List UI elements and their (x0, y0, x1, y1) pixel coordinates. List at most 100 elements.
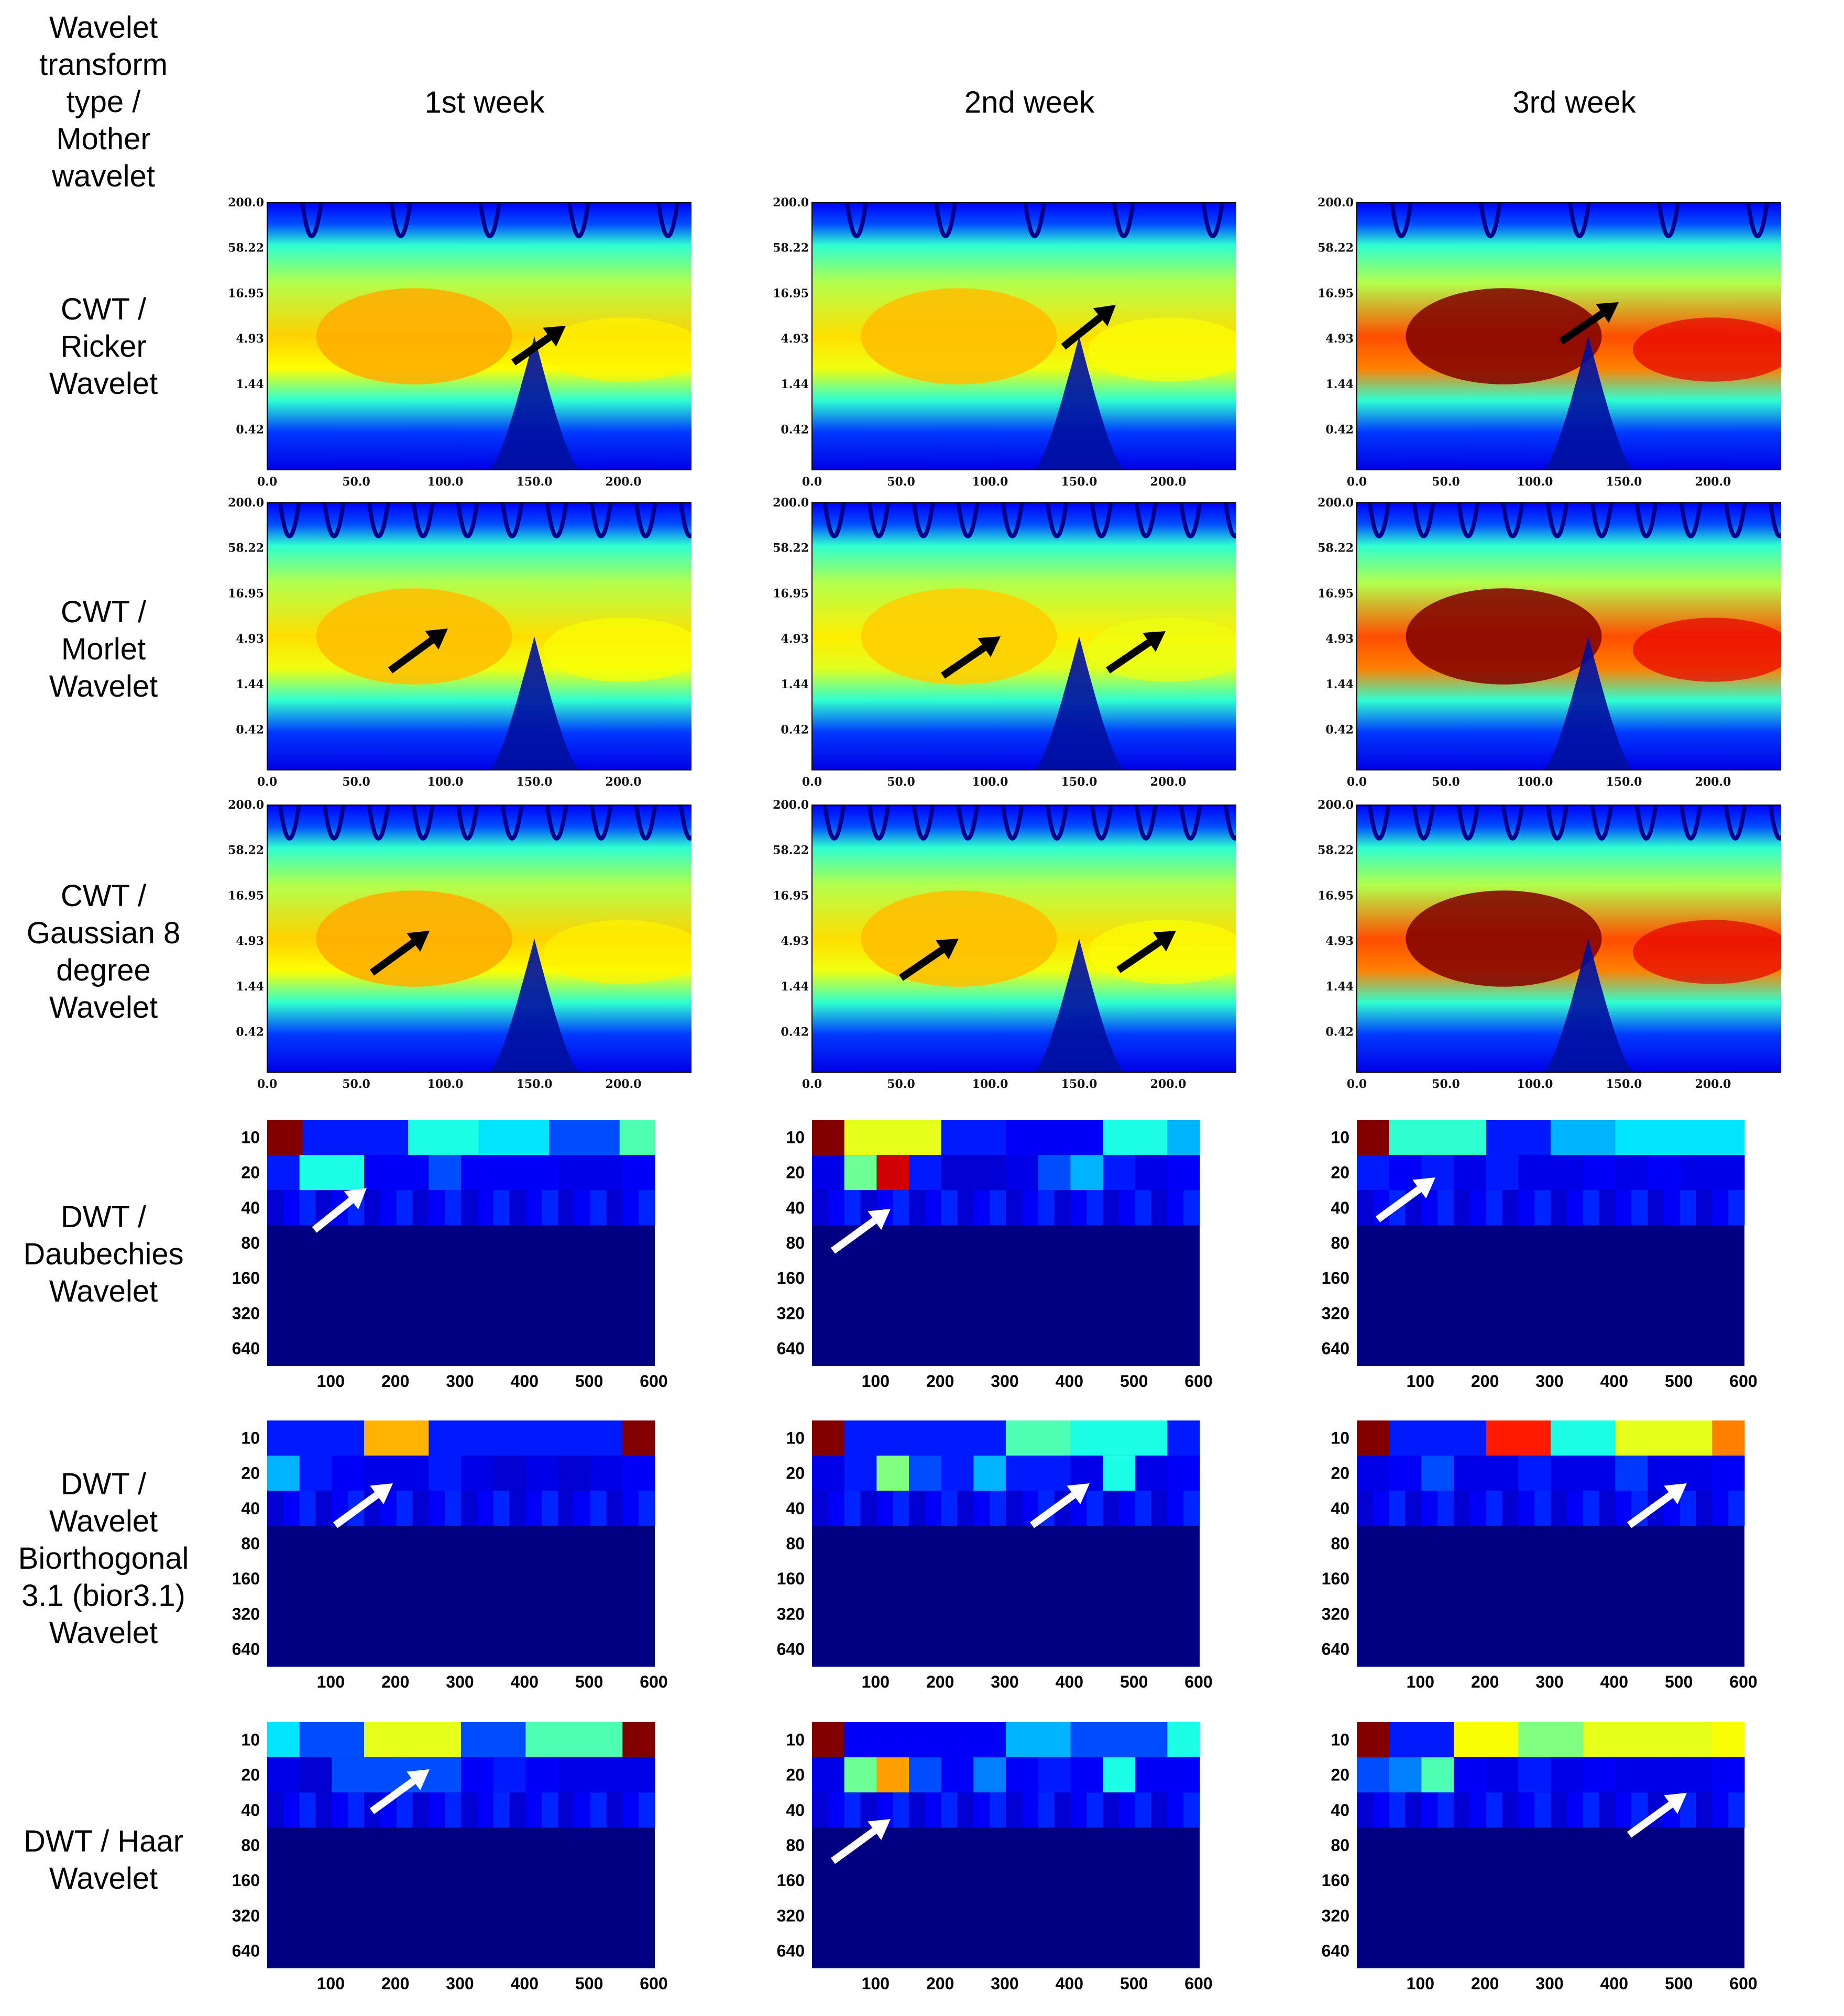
y-tick-label: 200.0 (773, 497, 809, 510)
row-label-line: CWT / (60, 292, 147, 326)
x-tick-label: 400 (1056, 1672, 1083, 1691)
coefficient-cell (315, 1792, 332, 1828)
y-tick-label: 10 (241, 1128, 260, 1147)
ridge-line (1412, 502, 1435, 538)
y-tick-label: 80 (241, 1836, 260, 1855)
coefficient-cell (1103, 1155, 1136, 1191)
coefficient-cell (1454, 1792, 1470, 1828)
x-tick-label: 50.0 (1432, 475, 1460, 489)
coefficient-cell (1680, 1757, 1713, 1793)
x-tick-label: 50.0 (1432, 1077, 1460, 1091)
ridge-line (1657, 202, 1680, 238)
coefficient-cell (1421, 1491, 1438, 1526)
y-tick-label: 1.44 (236, 678, 264, 691)
coefficient-cell (1038, 1190, 1055, 1226)
coefficient-cell (1070, 1420, 1103, 1456)
coefficient-cell (1583, 1722, 1616, 1758)
coefficient-cell (1389, 1456, 1422, 1491)
x-tick-label: 50.0 (887, 775, 915, 789)
x-tick-label: 500 (1120, 1974, 1148, 1993)
coefficient-cell (1712, 1757, 1745, 1793)
coefficient-cell (429, 1491, 445, 1526)
row-label-line: degree (56, 953, 151, 987)
coefficient-cell (1022, 1792, 1039, 1828)
row-label-line: Wavelet (49, 1616, 158, 1650)
y-tick-label: 80 (1331, 1836, 1349, 1855)
dwt-bior31-week3-plot: 10 20 40 80 160 320 640 100 200 300 400 500 600 (1322, 1420, 1758, 1691)
coefficient-cell (1454, 1722, 1487, 1758)
x-tick-label: 100.0 (1517, 775, 1553, 789)
coefficient-cell (364, 1722, 397, 1758)
coefficient-cell (1135, 1120, 1168, 1155)
coefficient-cell (1151, 1792, 1168, 1828)
x-tick-label: 500 (575, 1372, 603, 1391)
x-tick-label: 500 (575, 1974, 603, 1993)
ridge-line (1501, 805, 1524, 841)
coefficient-cell (574, 1190, 591, 1226)
coefficient-cell (1486, 1190, 1502, 1226)
coefficient-cell (1183, 1792, 1200, 1828)
coefficient-cell (925, 1190, 942, 1226)
coefficient-cell (408, 1120, 444, 1155)
coefficient-cell (1135, 1420, 1168, 1456)
annotation-arrow (899, 939, 959, 981)
coefficient-cell (429, 1722, 462, 1758)
plot-frame (1356, 805, 1781, 1073)
row-label-line: CWT / (60, 879, 147, 913)
coefficient-cell (1135, 1757, 1168, 1793)
coefficient-cell (283, 1792, 300, 1828)
ridge-line (367, 502, 390, 538)
coefficient-cell (429, 1155, 462, 1191)
x-tick-label: 200 (381, 1672, 409, 1691)
coefficient-cell (1405, 1491, 1422, 1526)
plot-frame (267, 805, 691, 1073)
coefficient-cell (844, 1757, 877, 1793)
y-tick-label: 640 (1322, 1941, 1349, 1960)
coefficient-cell (1599, 1792, 1616, 1828)
annotation-arrow (369, 931, 430, 976)
coefficient-cell (1583, 1155, 1616, 1191)
coefficient-cell (1086, 1792, 1103, 1828)
dwt-bior31-week2-plot: 10 20 40 80 160 320 640 100 200 300 400 500 600 (777, 1420, 1213, 1691)
y-tick-label: 1.44 (781, 980, 809, 994)
y-tick-label: 160 (1322, 1871, 1349, 1890)
ridge-line (1045, 805, 1069, 841)
x-tick-label: 400 (1056, 1372, 1083, 1391)
x-tick-label: 150.0 (1606, 475, 1642, 489)
coefficient-cell (1518, 1456, 1551, 1491)
coefficient-cell (590, 1722, 623, 1758)
ridge-line (1090, 502, 1113, 538)
x-tick-label: 300 (446, 1974, 474, 1993)
ridge-line (822, 805, 846, 841)
coefficient-cell (973, 1155, 1006, 1191)
cone-of-influence (1032, 336, 1126, 470)
row-label-line: DWT / (60, 1200, 147, 1234)
coefficient-cell (622, 1757, 655, 1793)
coefficient-cell (1486, 1420, 1519, 1456)
x-tick-label: 600 (640, 1974, 667, 1993)
coefficient-cell (267, 1491, 284, 1526)
y-tick-label: 4.93 (1325, 632, 1354, 646)
coefficient-cell (1469, 1491, 1487, 1526)
coefficient-cell (990, 1491, 1006, 1526)
ridge-line (634, 502, 657, 538)
coefficient-cell (1070, 1120, 1103, 1155)
ridge-line (1568, 202, 1591, 238)
coefficient-cell (525, 1190, 542, 1226)
coefficient-cell (1103, 1757, 1136, 1793)
x-tick-label: 500 (575, 1672, 603, 1691)
annotation-arrow (830, 1209, 891, 1254)
annotation-arrow (830, 1819, 891, 1864)
coefficient-cell (267, 1120, 303, 1155)
coefficient-cell (1167, 1491, 1184, 1526)
coefficient-cell (332, 1722, 365, 1758)
coefficient-cell (973, 1491, 990, 1526)
y-tick-label: 58.22 (228, 241, 264, 255)
coefficient-cell (1006, 1722, 1039, 1758)
coefficient-cell (1006, 1155, 1039, 1191)
coefficient-cell (1086, 1190, 1103, 1226)
coefficient-cell (1712, 1420, 1745, 1456)
coefficient-cell (1421, 1757, 1454, 1793)
coefficient-cell (1006, 1190, 1023, 1226)
coefficient-cell (1728, 1190, 1745, 1226)
